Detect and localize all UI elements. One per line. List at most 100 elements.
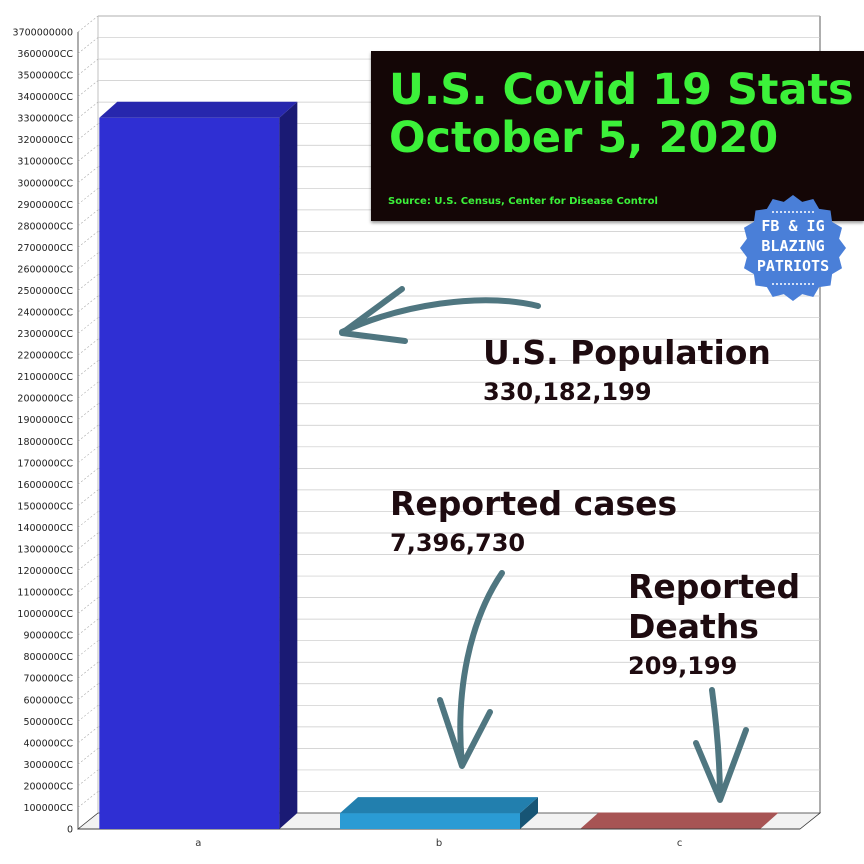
population-value: 330,182,199 <box>483 378 652 406</box>
gridline-diagonal <box>77 58 99 76</box>
gridline-diagonal <box>77 274 99 291</box>
bar-top <box>580 812 779 829</box>
y-tick-label: 3100000CC <box>17 157 73 168</box>
gridline-diagonal <box>77 101 99 119</box>
y-tick-label: 2600000CC <box>17 264 73 275</box>
deaths-arrow-icon <box>693 687 749 803</box>
bar-front <box>340 813 520 829</box>
cases-value: 7,396,730 <box>390 529 525 557</box>
deaths-value: 209,199 <box>628 652 737 680</box>
gridline-diagonal <box>77 705 99 722</box>
y-tick-label: 3300000CC <box>17 114 73 125</box>
y-tick-label: 600000CC <box>23 695 73 706</box>
badge-line1: FB & IG <box>761 217 824 235</box>
gridline-diagonal <box>77 231 99 248</box>
y-tick-label: 2300000CC <box>17 329 73 340</box>
gridline-diagonal <box>77 209 99 227</box>
y-tick-label: 900000CC <box>23 631 73 642</box>
gridline-diagonal <box>77 446 99 464</box>
gridline-diagonal <box>77 15 99 33</box>
y-tick-label: 3600000CC <box>17 49 73 60</box>
x-tick-label: c <box>677 838 683 849</box>
y-tick-label: 1100000CC <box>17 588 73 599</box>
gridline-diagonal <box>77 317 99 334</box>
y-tick-label: 2900000CC <box>17 200 73 211</box>
source-note: Source: U.S. Census, Center for Disease … <box>388 196 658 207</box>
gridline-diagonal <box>77 145 99 162</box>
bar-top <box>340 797 538 814</box>
deaths-label-line2: Deaths <box>628 607 759 646</box>
y-tick-label: 3700000000 <box>13 28 73 39</box>
y-tick-label: 2700000CC <box>17 243 73 254</box>
gridline-diagonal <box>77 403 99 420</box>
gridline-diagonal <box>77 726 99 744</box>
gridline-diagonal <box>77 381 99 399</box>
x-tick-label: b <box>436 838 442 849</box>
gridline-diagonal <box>77 511 99 528</box>
chart-title-line1: U.S. Covid 19 Stats <box>389 65 854 115</box>
gridline-diagonal <box>77 468 99 485</box>
gridline-diagonal <box>77 123 99 140</box>
badge-line3: PATRIOTS <box>757 257 829 275</box>
title-box: U.S. Covid 19 Stats October 5, 2020 Sour… <box>371 51 864 221</box>
y-tick-label: 300000CC <box>23 760 73 771</box>
y-tick-label: 800000CC <box>23 652 73 663</box>
y-tick-label: 700000CC <box>23 674 73 685</box>
cases-arrow-icon <box>437 570 505 769</box>
y-tick-label: 200000CC <box>23 781 73 792</box>
bar-front <box>99 117 280 829</box>
gridline-diagonal <box>77 554 99 571</box>
seal-badge-icon: FB & IG BLAZING PATRIOTS <box>740 195 846 301</box>
gridline-diagonal <box>77 338 99 356</box>
bar-top <box>99 101 298 118</box>
y-tick-label: 1300000CC <box>17 544 73 555</box>
y-tick-label: 2100000CC <box>17 372 73 383</box>
y-tick-label: 2000000CC <box>17 394 73 405</box>
y-tick-label: 2400000CC <box>17 308 73 319</box>
y-tick-label: 1700000CC <box>17 458 73 469</box>
y-tick-label: 3200000CC <box>17 135 73 146</box>
y-tick-label: 1400000CC <box>17 523 73 534</box>
gridline-diagonal <box>77 575 99 593</box>
y-tick-label: 3500000CC <box>17 71 73 82</box>
y-tick-label: 2200000CC <box>17 351 73 362</box>
gridline-diagonal <box>77 360 99 377</box>
gridline-diagonal <box>77 252 99 270</box>
gridline-diagonal <box>77 425 99 442</box>
y-tick-label: 1200000CC <box>17 566 73 577</box>
y-tick-label: 1500000CC <box>17 501 73 512</box>
gridline-diagonal <box>77 188 99 205</box>
gridline-diagonal <box>77 489 99 507</box>
gridline-diagonal <box>77 769 99 787</box>
badge-line2: BLAZING <box>761 237 824 255</box>
gridline-diagonal <box>77 791 99 808</box>
gridline-diagonal <box>77 748 99 765</box>
gridline-diagonal <box>77 80 99 97</box>
x-tick-label: a <box>195 838 201 849</box>
population-label: U.S. Population <box>483 333 771 372</box>
y-tick-label: 1000000CC <box>17 609 73 620</box>
annotation-arrows <box>339 286 749 803</box>
bar-c <box>580 812 779 829</box>
gridline-diagonal <box>77 532 99 550</box>
y-tick-label: 1900000CC <box>17 415 73 426</box>
bar-b <box>340 797 538 829</box>
gridline-diagonal <box>77 597 99 614</box>
x-axis-ticks: a b c <box>195 838 682 849</box>
gridline-diagonal <box>77 37 99 54</box>
y-tick-label: 100000CC <box>23 803 73 814</box>
y-tick-label: 3400000CC <box>17 92 73 103</box>
bar-side <box>520 797 538 829</box>
y-tick-label: 2500000CC <box>17 286 73 297</box>
chart-title-line2: October 5, 2020 <box>389 113 779 163</box>
bar-a <box>99 101 298 829</box>
gridline-diagonal <box>77 166 99 184</box>
deaths-label-line1: Reported <box>628 567 800 606</box>
gridline-diagonal <box>77 295 99 313</box>
y-tick-label: 0 <box>67 825 73 836</box>
y-tick-label: 3000000CC <box>17 178 73 189</box>
cases-label: Reported cases <box>390 484 677 523</box>
y-tick-label: 1600000CC <box>17 480 73 491</box>
bars <box>99 101 779 829</box>
